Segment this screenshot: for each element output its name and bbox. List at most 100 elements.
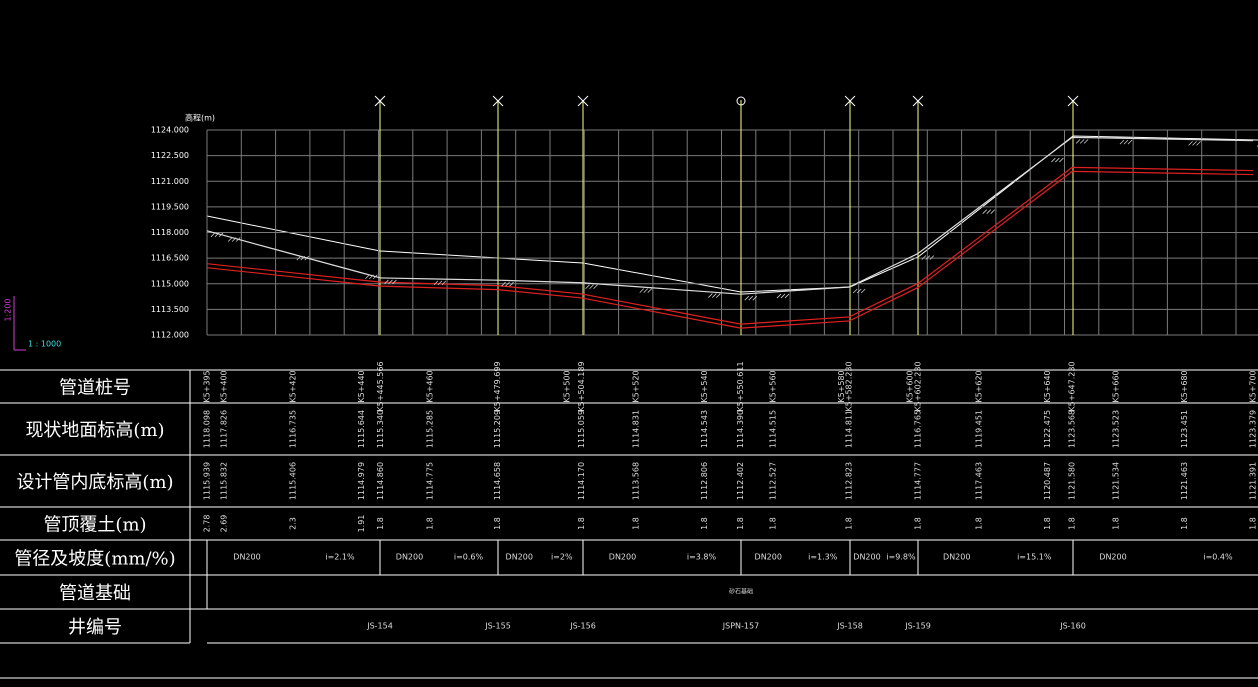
station-label: K5+680 (1180, 370, 1189, 402)
invert-elevation: 1112.823 (845, 462, 854, 500)
cover-depth: 1.8 (577, 517, 586, 530)
well-id: JS-160 (1059, 622, 1086, 631)
pipe-diameter: DN200 (943, 553, 970, 562)
ground-hatch (227, 237, 241, 242)
cover-depth: 1.8 (631, 517, 640, 530)
y-tick-label: 1124.000 (151, 126, 189, 135)
cover-depth: 1.8 (425, 517, 434, 530)
station-label: K5+602.230 (913, 361, 922, 411)
ground-hatch (708, 293, 721, 298)
station-label: K5+520 (631, 370, 640, 402)
ground-elevation: 1114.811 (845, 410, 854, 448)
ground-hatch (210, 232, 224, 238)
y-tick-label: 1118.000 (151, 228, 189, 237)
ground-hatch (433, 280, 447, 286)
ground-hatch (1119, 139, 1133, 145)
well-symbol (374, 95, 386, 107)
station-label: K5+647.230 (1068, 361, 1077, 411)
row-header: 管径及坡度(mm/%) (14, 549, 175, 570)
invert-elevation: 1114.860 (376, 462, 385, 500)
station-label: K5+660 (1111, 370, 1120, 402)
station-label: K5+640 (1043, 370, 1052, 402)
pipe-diameter: DN200 (396, 553, 423, 562)
invert-elevation: 1114.979 (357, 462, 366, 500)
cover-depth: 2.3 (288, 517, 297, 530)
well-id: JS-156 (569, 622, 596, 631)
axis-title: 高程(m) (185, 113, 215, 123)
ground-elevation: 1115.285 (425, 410, 434, 448)
invert-elevation: 1114.170 (577, 462, 586, 500)
invert-elevation: 1114.777 (913, 462, 922, 500)
pipe-slope: i=3.8% (687, 553, 717, 562)
row-header: 设计管内底标高(m) (16, 472, 173, 493)
station-label: K5+620 (974, 370, 983, 402)
row-header: 现状地面标高(m) (25, 420, 164, 441)
ground-hatch (1075, 139, 1089, 144)
station-label: K5+540 (700, 370, 709, 402)
ground-elevation: 1116.735 (288, 410, 297, 448)
station-label: K5+420 (288, 370, 297, 402)
station-label: K5+560 (768, 370, 777, 402)
cover-depth: 1.8 (1043, 517, 1052, 530)
vertical-scale: 1:200 (4, 298, 13, 321)
invert-elevation: 1112.806 (700, 462, 709, 500)
ground-elevation: 1114.515 (768, 410, 777, 448)
ground-hatch (1188, 141, 1201, 146)
cover-depth: 1.8 (974, 517, 983, 530)
pipe-diameter: DN200 (506, 553, 533, 562)
ground-elevation: 1122.475 (1043, 410, 1052, 448)
invert-elevation: 1115.832 (220, 462, 229, 500)
well-id: JS-155 (484, 622, 511, 631)
station-label: K5+600 (906, 370, 915, 402)
station-label: K5+479.699 (493, 361, 502, 411)
cover-depth: 1.8 (376, 517, 385, 530)
ground-hatch (639, 288, 653, 293)
station-label: K5+700 (1249, 370, 1258, 402)
pipe-diameter: DN200 (609, 553, 636, 562)
invert-elevation: 1115.406 (288, 462, 297, 500)
pipe-slope: i=0.4% (1203, 553, 1233, 562)
invert-elevation: 1117.463 (974, 462, 983, 500)
pipe-diameter: DN200 (1099, 553, 1126, 562)
station-label: K5+500 (563, 370, 572, 402)
y-tick-label: 1122.500 (151, 151, 189, 160)
ground-hatch (296, 255, 310, 261)
design-ground-line (206, 135, 1258, 293)
well-symbol (577, 95, 589, 107)
ground-elevation: 1114.543 (700, 410, 709, 448)
pipe-slope: i=2.1% (325, 553, 355, 562)
y-tick-label: 1121.000 (151, 177, 189, 186)
cover-depth: 2.78 (203, 515, 212, 533)
cover-depth: 1.91 (357, 515, 366, 533)
y-tick-label: 1116.500 (151, 254, 189, 263)
invert-elevation: 1121.580 (1068, 462, 1077, 500)
ground-hatch (852, 288, 866, 294)
well-id: JSPN-157 (722, 622, 759, 631)
station-label: K5+504.189 (577, 361, 586, 411)
cover-depth: 1.8 (700, 517, 709, 530)
station-label: K5+580 (837, 370, 846, 402)
well-symbol (492, 95, 504, 107)
ground-elevation: 1117.826 (220, 410, 229, 448)
pipe-slope: i=2% (551, 553, 573, 562)
station-label: K5+550.611 (736, 361, 745, 411)
cover-depth: 2.69 (220, 515, 229, 533)
station-label: K5+460 (425, 370, 434, 402)
horizontal-scale: 1 : 1000 (28, 340, 61, 349)
ground-elevation: 1115.209 (493, 410, 502, 448)
y-tick-label: 1113.500 (151, 305, 189, 314)
station-label: K5+582.230 (845, 361, 854, 411)
invert-elevation: 1114.775 (425, 462, 434, 500)
ground-elevation: 1114.831 (631, 410, 640, 448)
ground-elevation: 1123.451 (1180, 410, 1189, 448)
invert-elevation: 1120.487 (1043, 462, 1052, 500)
cover-depth: 1.8 (913, 517, 922, 530)
ground-hatch (744, 295, 758, 301)
pipe-slope: i=15.1% (1017, 553, 1052, 562)
ground-hatch (776, 293, 790, 299)
ground-hatch (982, 209, 996, 214)
cover-depth: 1.8 (1249, 517, 1258, 530)
invert-elevation: 1112.527 (768, 462, 777, 500)
row-header: 井编号 (68, 617, 122, 638)
